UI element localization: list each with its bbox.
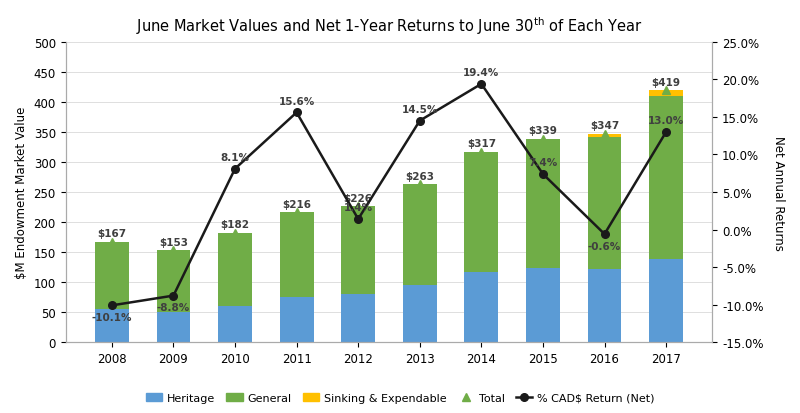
Bar bbox=[649, 260, 683, 342]
Title: June Market Values and Net 1-Year Returns to June 30$\mathregular{^{th}}$ of Eac: June Market Values and Net 1-Year Return… bbox=[136, 15, 642, 37]
Text: $182: $182 bbox=[221, 220, 250, 230]
Bar bbox=[342, 207, 375, 294]
Text: $153: $153 bbox=[159, 237, 188, 247]
Text: 1.4%: 1.4% bbox=[344, 203, 373, 213]
Text: $263: $263 bbox=[406, 171, 434, 181]
Text: $347: $347 bbox=[590, 121, 619, 131]
Bar bbox=[95, 242, 129, 309]
Bar bbox=[95, 309, 129, 342]
Text: 14.5%: 14.5% bbox=[402, 104, 438, 115]
Text: $216: $216 bbox=[282, 199, 311, 209]
Bar bbox=[526, 268, 560, 342]
Text: 7.4%: 7.4% bbox=[528, 158, 558, 168]
Bar bbox=[587, 134, 622, 138]
Bar bbox=[587, 138, 622, 270]
Bar bbox=[465, 152, 498, 272]
Text: -8.8%: -8.8% bbox=[157, 303, 190, 313]
Text: $167: $167 bbox=[98, 229, 126, 239]
Bar bbox=[403, 285, 437, 342]
Bar bbox=[157, 312, 190, 342]
Bar bbox=[157, 251, 190, 312]
Y-axis label: Net Annual Returns: Net Annual Returns bbox=[772, 135, 785, 250]
Text: $419: $419 bbox=[652, 78, 681, 88]
Bar bbox=[587, 270, 622, 342]
Y-axis label: $M Endowment Market Value: $M Endowment Market Value bbox=[15, 107, 28, 278]
Text: $339: $339 bbox=[529, 126, 558, 135]
Text: -0.6%: -0.6% bbox=[588, 241, 621, 251]
Text: 15.6%: 15.6% bbox=[278, 96, 314, 107]
Bar bbox=[649, 91, 683, 97]
Bar bbox=[526, 139, 560, 268]
Bar bbox=[280, 297, 314, 342]
Bar bbox=[465, 272, 498, 342]
Bar bbox=[218, 306, 252, 342]
Text: 19.4%: 19.4% bbox=[463, 68, 499, 78]
Bar bbox=[403, 185, 437, 285]
Text: 13.0%: 13.0% bbox=[648, 116, 684, 126]
Legend: Heritage, General, Sinking & Expendable, Total, % CAD$ Return (Net): Heritage, General, Sinking & Expendable,… bbox=[142, 389, 658, 408]
Bar bbox=[280, 213, 314, 297]
Text: $317: $317 bbox=[466, 139, 496, 149]
Text: $226: $226 bbox=[344, 193, 373, 203]
Bar bbox=[218, 233, 252, 306]
Bar bbox=[649, 97, 683, 260]
Bar bbox=[342, 294, 375, 342]
Text: -10.1%: -10.1% bbox=[92, 312, 132, 322]
Text: 8.1%: 8.1% bbox=[221, 152, 250, 163]
